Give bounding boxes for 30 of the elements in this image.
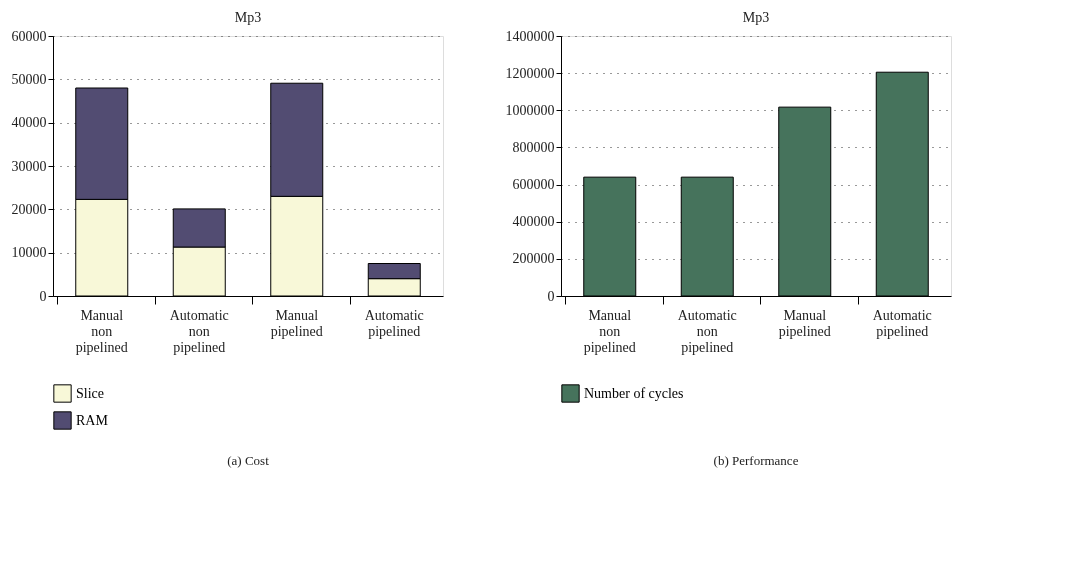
y-tick-label: 600000: [512, 177, 555, 193]
x-tick-label: Automatic pipelined: [872, 307, 932, 339]
x-tick-label: Automatic pipelined: [364, 307, 424, 339]
text: (a) Cost: [227, 453, 270, 468]
chart-title: Mp3: [742, 10, 770, 25]
x-tick-label: Automatic non pipelined: [677, 307, 737, 355]
y-tick-label: 10000: [11, 245, 47, 261]
x-tick-label: Manual pipelined: [778, 307, 831, 339]
y-tick-label: 50000: [11, 71, 47, 87]
legend-label: Number of cycles: [584, 385, 684, 401]
y-tick-label: 40000: [11, 115, 47, 131]
legend-label: Slice: [76, 385, 104, 401]
text: (b) Performance: [713, 453, 799, 468]
x-tick-label: Manual non pipelined: [75, 307, 128, 355]
y-tick-label: 60000: [11, 28, 47, 44]
y-tick-label: 1000000: [505, 102, 555, 118]
chart-title: Mp3: [234, 10, 262, 25]
y-tick-label: 1400000: [505, 28, 555, 44]
y-tick-label: 0: [547, 288, 555, 304]
y-tick-label: 1200000: [505, 65, 555, 81]
y-tick-label: 30000: [11, 158, 47, 174]
y-tick-label: 200000: [512, 251, 555, 267]
y-tick-label: 20000: [11, 201, 47, 217]
x-tick-label: Manual non pipelined: [583, 307, 636, 355]
x-tick-label: Manual pipelined: [270, 307, 323, 339]
y-tick-label: 800000: [512, 139, 555, 155]
x-tick-label: Automatic non pipelined: [169, 307, 229, 355]
legend-label: RAM: [76, 412, 109, 428]
y-tick-label: 400000: [512, 214, 555, 230]
y-tick-label: 0: [39, 288, 47, 304]
